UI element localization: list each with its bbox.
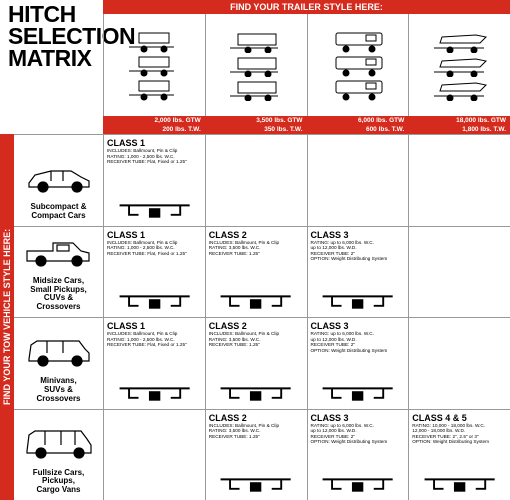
cell-spec-line: OPTION: Weight Distributing System <box>412 439 507 445</box>
matrix-cell: CLASS 4 & 5 RATING: 10,000 - 18,000 lbs.… <box>408 409 510 500</box>
vehicle-icon <box>23 231 95 271</box>
trailer-icon <box>124 79 184 101</box>
trailer-icon <box>430 31 490 53</box>
tw-value: 600 lbs. T.W. <box>307 125 405 134</box>
matrix-cell: CLASS 1 INCLUDES: Ballmount, Pin & ClipR… <box>103 226 205 318</box>
matrix-cell: CLASS 1 INCLUDES: Ballmount, Pin & ClipR… <box>103 134 205 226</box>
hitch-icon <box>315 377 400 407</box>
trailer-icon <box>328 31 388 53</box>
matrix-cell <box>408 317 510 409</box>
trailer-icon <box>226 31 286 53</box>
gtw-value: 18,000 lbs. GTW <box>408 116 506 125</box>
tw-value: 200 lbs. T.W. <box>103 125 201 134</box>
trailer-icon <box>328 55 388 77</box>
row-headers: Subcompact &Compact Cars Midsize Cars,Sm… <box>14 134 103 500</box>
matrix-grid: CLASS 1 INCLUDES: Ballmount, Pin & ClipR… <box>103 134 510 500</box>
matrix-cell: CLASS 3 RATING: up to 6,000 lbs. W.C. up… <box>307 317 409 409</box>
side-banner: FIND YOUR TOW VEHICLE STYLE HERE: <box>0 134 14 500</box>
row-header-label: Midsize Cars,Small Pickups,CUVs &Crossov… <box>30 277 86 312</box>
hitch-icon <box>112 194 197 224</box>
matrix-cell <box>307 134 409 226</box>
hitch-class-title: CLASS 2 <box>209 321 304 331</box>
trailer-icon <box>430 55 490 77</box>
trailer-icon <box>328 79 388 101</box>
hitch-icon <box>315 285 400 315</box>
trailer-icon <box>430 79 490 101</box>
trailer-icon <box>124 31 184 53</box>
cell-spec-line: RECEIVER TUBE: Flat, Fixed or 1.25" <box>107 159 202 165</box>
hitch-icon <box>213 468 298 498</box>
column-header <box>307 14 409 116</box>
column-header <box>103 14 205 116</box>
hitch-icon <box>315 468 400 498</box>
vehicle-icon <box>23 157 95 197</box>
hitch-class-title: CLASS 1 <box>107 321 202 331</box>
gtw-cell: 3,500 lbs. GTW350 lbs. T.W. <box>205 116 307 134</box>
top-banner: FIND YOUR TRAILER STYLE HERE: <box>103 0 510 14</box>
hitch-icon <box>417 468 502 498</box>
matrix-cell <box>103 409 205 500</box>
vehicle-icon <box>23 423 95 463</box>
gtw-value: 2,000 lbs. GTW <box>103 116 201 125</box>
matrix-cell: CLASS 2 INCLUDES: Ballmount, Pin & ClipR… <box>205 226 307 318</box>
hitch-class-title: CLASS 2 <box>209 230 304 240</box>
matrix-cell: CLASS 3 RATING: up to 6,000 lbs. W.C. up… <box>307 409 409 500</box>
matrix-cell <box>408 226 510 318</box>
hitch-class-title: CLASS 2 <box>209 413 304 423</box>
row-header: Fullsize Cars,Pickups,Cargo Vans <box>14 409 103 500</box>
matrix-cell: CLASS 2 INCLUDES: Ballmount, Pin & ClipR… <box>205 409 307 500</box>
cell-spec-line: OPTION: Weight Distributing System <box>311 256 406 262</box>
row-header: Subcompact &Compact Cars <box>14 134 103 226</box>
hitch-icon <box>112 285 197 315</box>
cell-spec-line: RECEIVER TUBE: Flat, Fixed or 1.25" <box>107 251 202 257</box>
matrix-cell: CLASS 2 INCLUDES: Ballmount, Pin & ClipR… <box>205 317 307 409</box>
cell-spec-line: RECEIVER TUBE: 1.25" <box>209 251 304 257</box>
row-header-label: Subcompact &Compact Cars <box>30 203 86 221</box>
column-header <box>408 14 510 116</box>
trailer-icon <box>226 55 286 77</box>
matrix-cell: CLASS 1 INCLUDES: Ballmount, Pin & ClipR… <box>103 317 205 409</box>
gtw-cell: 2,000 lbs. GTW200 lbs. T.W. <box>103 116 205 134</box>
gtw-cell: 6,000 lbs. GTW600 lbs. T.W. <box>307 116 409 134</box>
hitch-icon <box>213 285 298 315</box>
column-header <box>205 14 307 116</box>
cell-spec-line: OPTION: Weight Distributing System <box>311 348 406 354</box>
gtw-value: 6,000 lbs. GTW <box>307 116 405 125</box>
matrix-cell <box>408 134 510 226</box>
hitch-class-title: CLASS 1 <box>107 230 202 240</box>
cell-spec-line: RECEIVER TUBE: Flat, Fixed or 1.25" <box>107 342 202 348</box>
gtw-cell: 18,000 lbs. GTW1,800 lbs. T.W. <box>408 116 510 134</box>
hitch-class-title: CLASS 3 <box>311 230 406 240</box>
matrix-cell <box>205 134 307 226</box>
trailer-icon <box>124 55 184 77</box>
cell-spec-line: OPTION: Weight Distributing System <box>311 439 406 445</box>
hitch-icon <box>112 377 197 407</box>
gtw-value: 3,500 lbs. GTW <box>205 116 303 125</box>
hitch-icon <box>213 377 298 407</box>
tw-value: 350 lbs. T.W. <box>205 125 303 134</box>
cell-spec-line: RECEIVER TUBE: 1.25" <box>209 342 304 348</box>
cell-spec-line: RECEIVER TUBE: 1.25" <box>209 434 304 440</box>
hitch-class-title: CLASS 3 <box>311 321 406 331</box>
hitch-class-title: CLASS 4 & 5 <box>412 413 507 423</box>
trailer-icon <box>226 79 286 101</box>
tw-value: 1,800 lbs. T.W. <box>408 125 506 134</box>
row-header: Minivans,SUVs &Crossovers <box>14 317 103 409</box>
row-header-label: Fullsize Cars,Pickups,Cargo Vans <box>33 469 85 495</box>
matrix-cell: CLASS 3 RATING: up to 6,000 lbs. W.C. up… <box>307 226 409 318</box>
column-headers <box>103 14 510 116</box>
matrix-wrap: HITCH SELECTION MATRIX FIND YOUR TRAILER… <box>0 0 510 500</box>
hitch-class-title: CLASS 1 <box>107 138 202 148</box>
row-header-label: Minivans,SUVs &Crossovers <box>36 377 80 403</box>
gtw-bar: 2,000 lbs. GTW200 lbs. T.W.3,500 lbs. GT… <box>103 116 510 134</box>
row-header: Midsize Cars,Small Pickups,CUVs &Crossov… <box>14 226 103 318</box>
hitch-class-title: CLASS 3 <box>311 413 406 423</box>
vehicle-icon <box>23 331 95 371</box>
